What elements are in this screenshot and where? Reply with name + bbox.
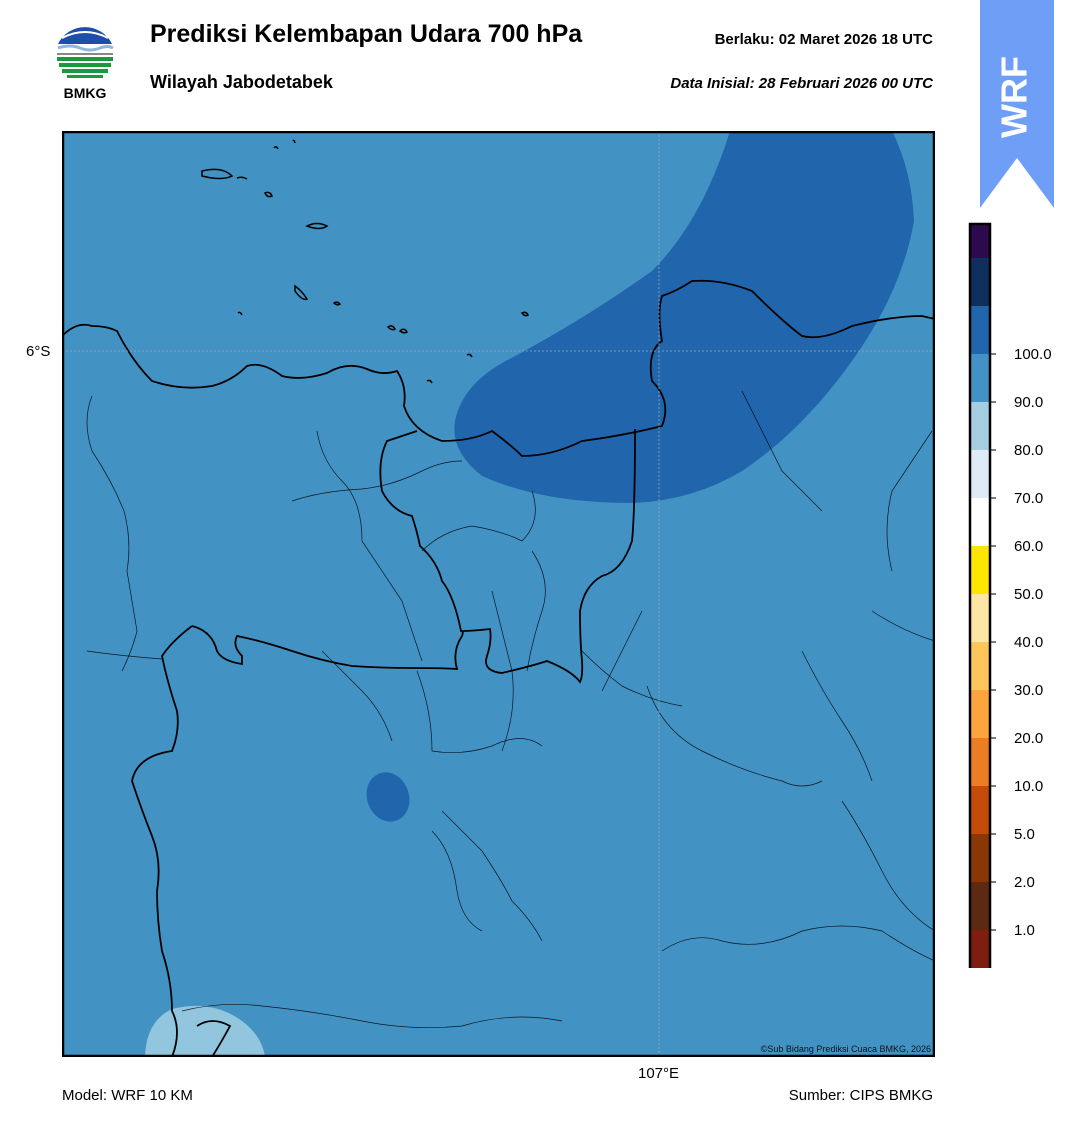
colorbar-bin — [970, 546, 990, 594]
copyright-text: ©Sub Bidang Prediksi Cuaca BMKG, 2026 — [760, 1044, 931, 1054]
source-label: Sumber: CIPS BMKG — [788, 1087, 933, 1104]
colorbar-bin — [970, 594, 990, 642]
colorbar-tick-label: 40.0 — [1014, 634, 1043, 651]
latitude-label: 6°S — [26, 343, 51, 360]
colorbar-tick-label: 50.0 — [1014, 586, 1043, 603]
humidity-field-high-band — [454, 131, 914, 503]
colorbar-bin — [970, 258, 990, 306]
colorbar-bin — [970, 930, 990, 978]
colorbar-tick-label: 90.0 — [1014, 394, 1043, 411]
humidity-field-high-spot — [366, 772, 410, 822]
colorbar-bin — [970, 354, 990, 402]
regency-borders — [86, 390, 935, 1029]
colorbar-tick-label: 1.0 — [1014, 922, 1035, 939]
colorbar-bin — [970, 402, 990, 450]
page-subtitle: Wilayah Jabodetabek — [150, 72, 333, 92]
colorbar-tick-label: 2.0 — [1014, 874, 1035, 891]
colorbar-bin — [970, 690, 990, 738]
colorbar-bin — [970, 834, 990, 882]
colorbar-tick-label: 5.0 — [1014, 826, 1035, 843]
colorbar-bin — [970, 450, 990, 498]
bmkg-logo-icon — [50, 18, 120, 104]
colorbar-tick-label: 60.0 — [1014, 538, 1043, 555]
map-frame — [61, 130, 936, 1058]
page-title: Prediksi Kelembapan Udara 700 hPa — [150, 20, 583, 48]
colorbar-bin — [970, 786, 990, 834]
colorbar-bin — [970, 642, 990, 690]
colorbar-tick-label: 20.0 — [1014, 730, 1043, 747]
colorbar-tick-label: 30.0 — [1014, 682, 1043, 699]
initial-time: Data Inisial: 28 Februari 2026 00 UTC — [670, 75, 933, 92]
humidity-map — [61, 130, 936, 1058]
model-label: Model: WRF 10 KM — [62, 1087, 193, 1104]
longitude-label: 107°E — [638, 1065, 680, 1082]
valid-time: Berlaku: 02 Maret 2026 18 UTC — [714, 31, 933, 48]
colorbar-bin — [970, 224, 990, 258]
colorbar-tick-label: 10.0 — [1014, 778, 1043, 795]
colorbar-bin — [970, 738, 990, 786]
colorbar: 0.00.51.02.05.010.020.030.040.050.060.07… — [968, 222, 1068, 1062]
wrf-badge-label: WRF — [994, 56, 1035, 138]
coastline-and-province-borders — [62, 279, 935, 1057]
graticule — [62, 131, 935, 1057]
colorbar-bin — [970, 882, 990, 930]
colorbar-bin — [970, 306, 990, 354]
colorbar-tick-label: 80.0 — [1014, 442, 1043, 459]
logo-label: BMKG — [63, 85, 107, 101]
colorbar-tick-label: 70.0 — [1014, 490, 1043, 507]
colorbar-bin — [970, 498, 990, 546]
thousand-islands — [201, 139, 529, 384]
colorbar-tick-label: 100.0 — [1014, 346, 1052, 363]
wrf-badge: WRF — [980, 0, 1054, 210]
